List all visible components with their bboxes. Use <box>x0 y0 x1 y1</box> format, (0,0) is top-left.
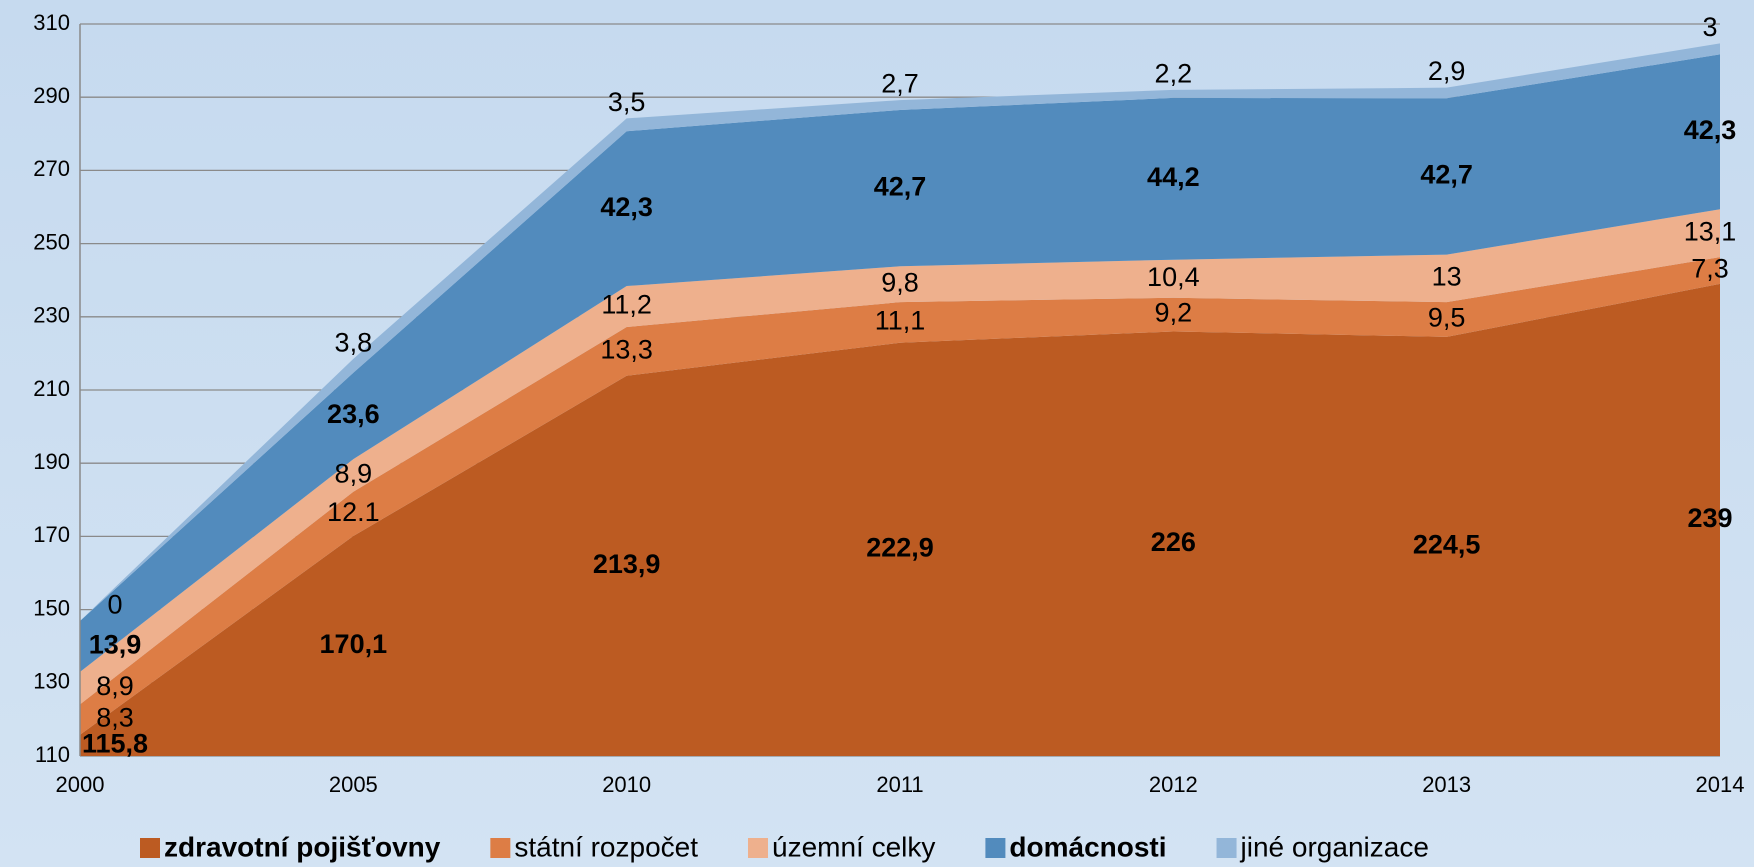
area <box>80 257 1720 735</box>
legend-swatch <box>140 838 160 858</box>
data-label: 3 <box>1702 12 1717 42</box>
data-label: 42,7 <box>1420 160 1473 190</box>
y-tick-label: 170 <box>33 522 70 547</box>
legend-label: jiné organizace <box>1240 831 1429 862</box>
data-label: 11,1 <box>875 306 926 336</box>
data-label: 9,5 <box>1428 303 1466 333</box>
data-label: 11,2 <box>601 290 652 320</box>
data-label: 0 <box>107 589 122 619</box>
data-label: 2,9 <box>1428 56 1466 86</box>
data-label: 13 <box>1432 261 1462 291</box>
x-tick-label: 2012 <box>1149 772 1198 797</box>
y-tick-label: 290 <box>33 83 70 108</box>
legend-label: státní rozpočet <box>514 831 698 862</box>
x-tick-label: 2014 <box>1696 772 1745 797</box>
legend-label: územní celky <box>772 831 935 862</box>
data-label: 7,3 <box>1691 254 1729 284</box>
y-tick-label: 310 <box>33 10 70 35</box>
data-label: 23,6 <box>327 399 380 429</box>
data-label: 2,7 <box>881 69 919 99</box>
data-label: 42,7 <box>874 171 927 201</box>
x-tick-label: 2010 <box>602 772 651 797</box>
data-label: 10,4 <box>1147 262 1200 292</box>
data-label: 9,8 <box>881 267 919 297</box>
y-tick-label: 270 <box>33 156 70 181</box>
legend-swatch <box>490 838 511 858</box>
data-label: 3,8 <box>335 327 373 357</box>
data-label: 8,9 <box>335 459 373 489</box>
y-tick-label: 150 <box>33 595 70 620</box>
data-label: 2,2 <box>1155 58 1193 88</box>
x-tick-label: 2011 <box>876 772 923 797</box>
data-label: 13,9 <box>89 630 142 660</box>
y-tick-label: 230 <box>33 303 70 328</box>
legend-swatch <box>1216 838 1237 858</box>
y-tick-label: 130 <box>33 669 70 694</box>
data-label: 3,5 <box>608 87 646 117</box>
data-label: 224,5 <box>1413 530 1481 560</box>
y-tick-label: 110 <box>35 742 70 767</box>
x-tick-label: 2000 <box>56 772 105 797</box>
data-label: 239 <box>1687 503 1732 533</box>
data-label: 9,2 <box>1155 298 1193 328</box>
data-label: 8,9 <box>96 671 134 701</box>
legend-label: zdravotní pojišťovny <box>164 831 441 862</box>
legend-swatch <box>748 838 768 858</box>
y-tick-label: 190 <box>33 449 70 474</box>
data-label: 42,3 <box>1684 115 1737 145</box>
data-label: 213,9 <box>593 549 661 579</box>
area <box>80 209 1720 705</box>
data-label: 226 <box>1151 527 1196 557</box>
data-label: 222,9 <box>866 533 934 563</box>
y-tick-label: 210 <box>33 376 70 401</box>
area <box>80 54 1720 672</box>
x-tick-label: 2005 <box>329 772 378 797</box>
data-label: 44,2 <box>1147 162 1200 192</box>
data-label: 8,3 <box>96 703 134 733</box>
data-label: 42,3 <box>600 192 653 222</box>
data-label: 170,1 <box>320 629 388 659</box>
x-tick-label: 2013 <box>1422 772 1471 797</box>
data-label: 115,8 <box>82 729 148 759</box>
y-tick-label: 250 <box>33 229 70 254</box>
data-label: 13,3 <box>600 335 653 365</box>
data-label: 13,1 <box>1684 216 1737 246</box>
legend-swatch <box>985 838 1006 858</box>
data-label: 12.1 <box>327 497 380 527</box>
legend-label: domácnosti <box>1009 831 1166 862</box>
area <box>80 283 1720 756</box>
